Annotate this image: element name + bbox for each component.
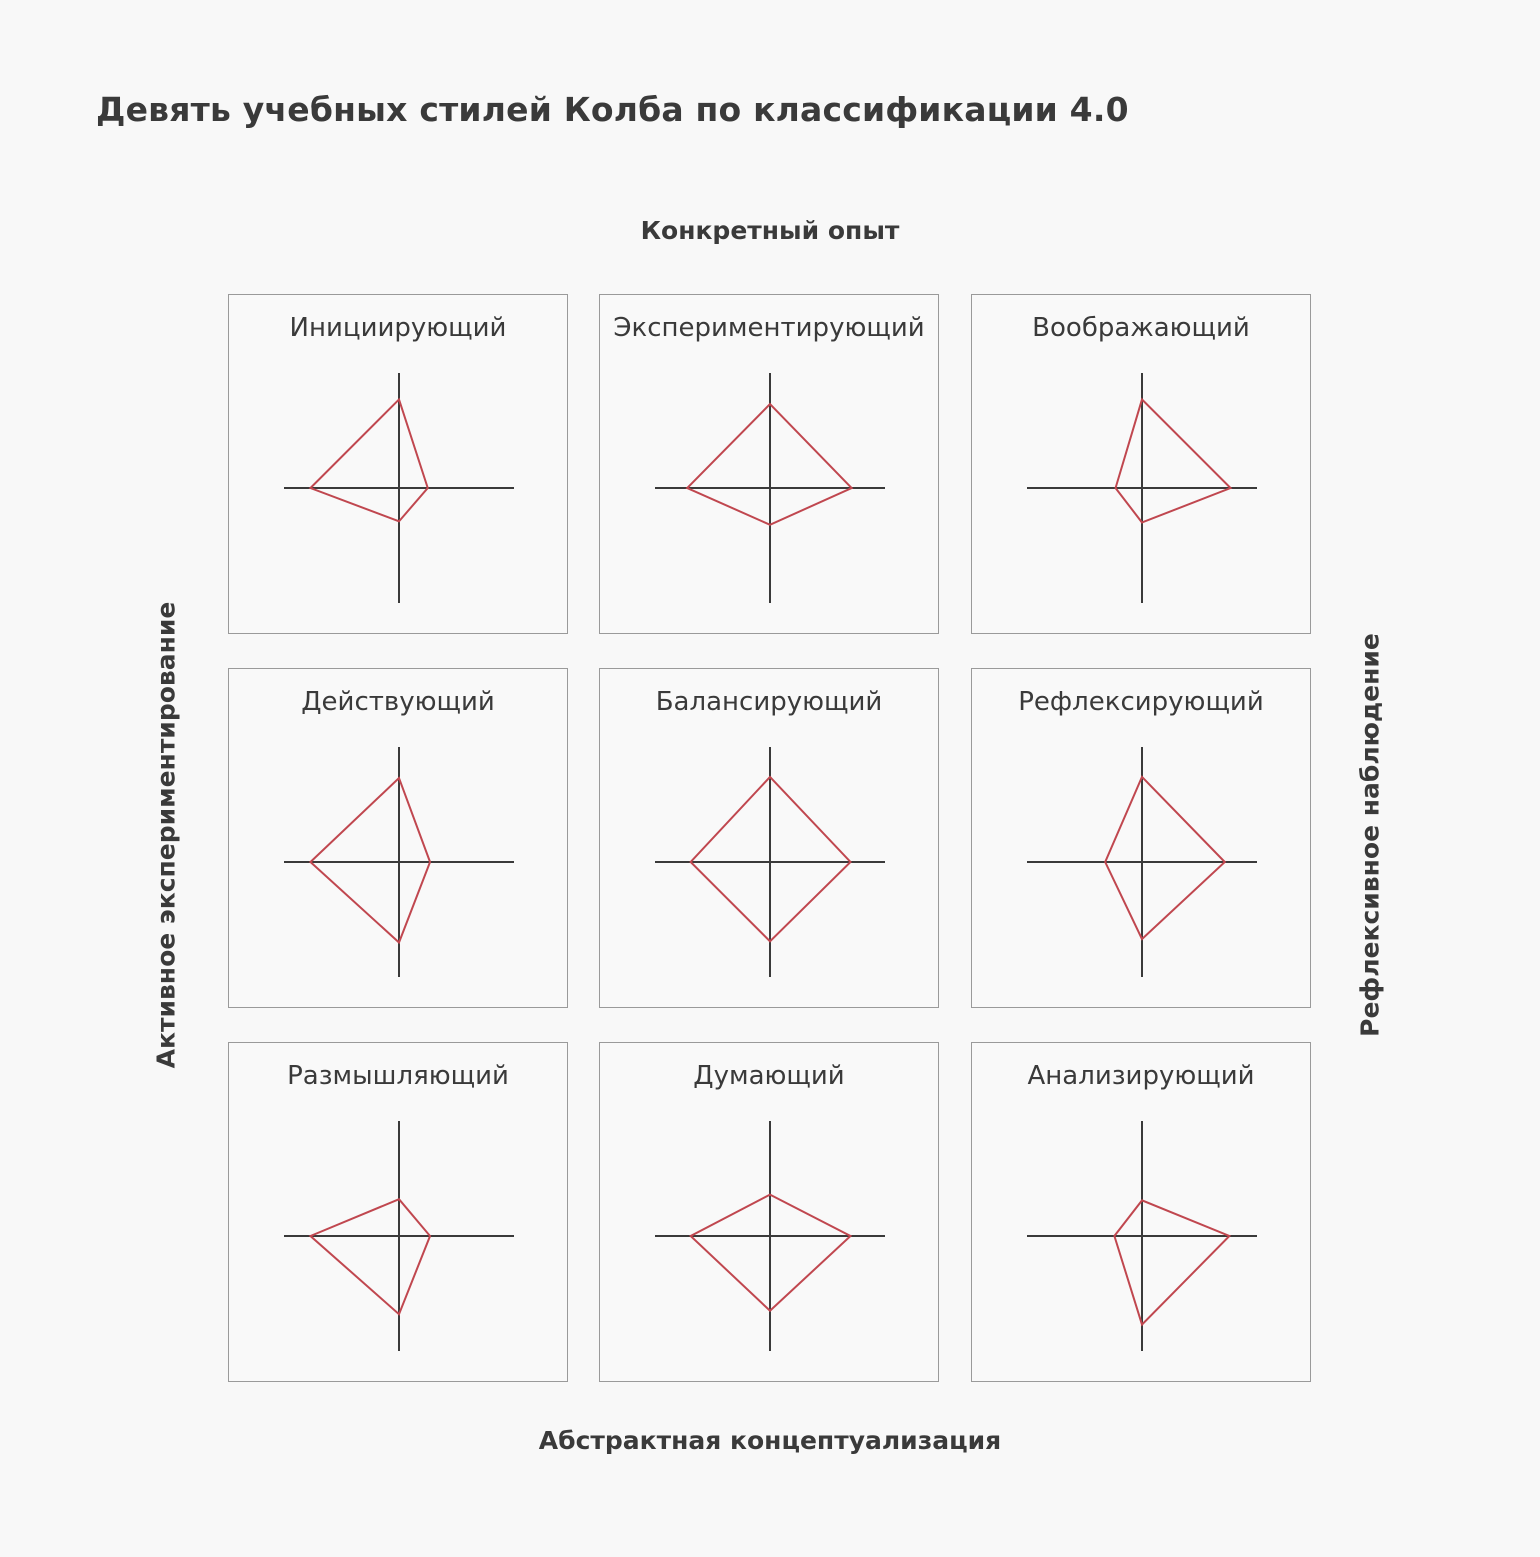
style-radar bbox=[1027, 373, 1257, 603]
style-panel-title: Рефлексирующий bbox=[1018, 687, 1264, 717]
style-shape bbox=[308, 776, 432, 945]
style-panel-title: Анализирующий bbox=[1027, 1061, 1255, 1091]
axis-label-abstract-conceptualization: Абстрактная концептуализация bbox=[538, 1426, 1002, 1455]
style-panel-title: Размышляющий bbox=[287, 1061, 509, 1091]
style-panel-title: Воображающий bbox=[1032, 313, 1250, 343]
style-radar bbox=[1027, 1121, 1257, 1351]
style-panel: Экспериментирующий bbox=[599, 294, 939, 634]
style-radar bbox=[655, 373, 885, 603]
style-panel: Думающий bbox=[599, 1042, 939, 1382]
style-panel: Действующий bbox=[228, 668, 568, 1008]
style-radar bbox=[284, 747, 514, 977]
style-panel: Рефлексирующий bbox=[971, 668, 1311, 1008]
style-shape bbox=[308, 1197, 432, 1316]
style-shape bbox=[1113, 1199, 1232, 1327]
style-radar bbox=[1027, 747, 1257, 977]
style-radar bbox=[655, 747, 885, 977]
style-shape bbox=[685, 402, 854, 526]
style-panel-title: Балансирующий bbox=[655, 687, 883, 717]
style-panel: Воображающий bbox=[971, 294, 1311, 634]
style-panel: Балансирующий bbox=[599, 668, 939, 1008]
style-panel: Размышляющий bbox=[228, 1042, 568, 1382]
style-shape bbox=[1114, 397, 1233, 524]
style-shape bbox=[1104, 775, 1227, 941]
style-radar bbox=[655, 1121, 885, 1351]
style-panel-title: Инициирующий bbox=[289, 313, 507, 343]
style-panel: Анализирующий bbox=[971, 1042, 1311, 1382]
style-shape bbox=[689, 775, 852, 943]
style-shape bbox=[688, 1193, 853, 1313]
axis-label-reflective-observation: Рефлексивное наблюдение bbox=[1355, 633, 1385, 1037]
page-title: Девять учебных стилей Колба по классифик… bbox=[96, 90, 1129, 129]
style-shape bbox=[308, 397, 429, 523]
style-radar bbox=[284, 1121, 514, 1351]
style-panel-title: Действующий bbox=[301, 687, 495, 717]
axis-label-concrete-experience: Конкретный опыт bbox=[640, 216, 900, 245]
style-panel-title: Экспериментирующий bbox=[613, 313, 925, 343]
axis-label-active-experimentation: Активное экспериментирование bbox=[151, 601, 181, 1069]
style-panel: Инициирующий bbox=[228, 294, 568, 634]
style-radar bbox=[284, 373, 514, 603]
style-panel-title: Думающий bbox=[693, 1061, 845, 1091]
